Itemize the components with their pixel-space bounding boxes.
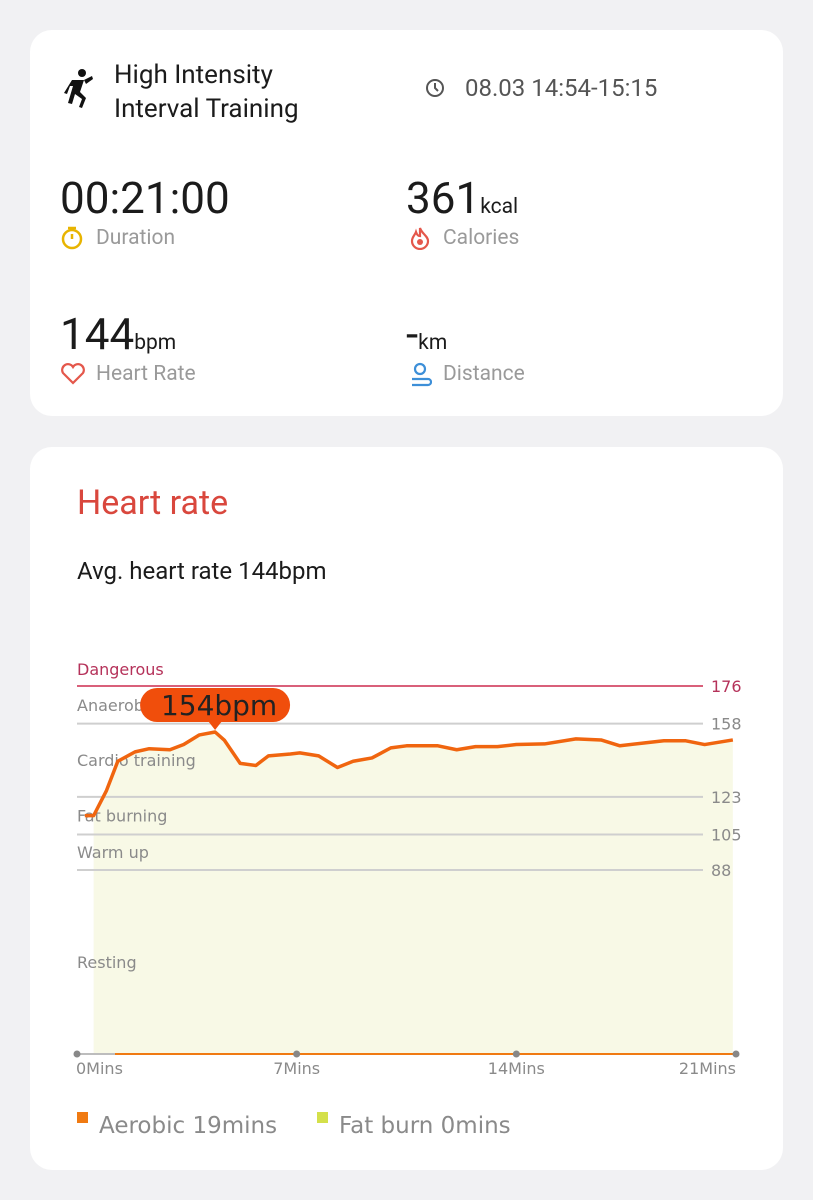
stat-value: -	[406, 308, 419, 360]
zone-label: Fat burning	[77, 807, 167, 826]
summary-card: High Intensity Interval Training 08.03 1…	[30, 30, 783, 416]
fire-icon	[410, 227, 430, 250]
zone-label: Resting	[77, 953, 137, 972]
y-tick-label: 105	[711, 825, 742, 844]
x-tick-label: 7Mins	[273, 1059, 320, 1078]
clock-icon	[426, 79, 444, 97]
x-tick	[512, 1050, 520, 1058]
stat-label: Calories	[443, 226, 520, 250]
x-tick-label: 0Mins	[76, 1059, 123, 1078]
stat-label: Distance	[443, 362, 525, 386]
legend-swatch	[317, 1112, 328, 1123]
stat: 00:21:00	[60, 176, 230, 220]
timer-icon	[61, 226, 83, 250]
legend-label: Fat burn 0mins	[339, 1113, 511, 1139]
annotation-bubble	[140, 688, 291, 722]
stat: 144bpm	[60, 312, 176, 356]
zone-label: Cardio training	[77, 751, 196, 770]
run-icon	[64, 69, 93, 108]
zone-label: Anaerobic	[77, 696, 157, 715]
x-tick-label: 14Mins	[488, 1059, 545, 1078]
distance-icon	[412, 362, 432, 387]
stat: 361kcal	[406, 176, 518, 220]
stat-value: 361	[406, 172, 481, 224]
zone-label: Warm up	[77, 843, 149, 862]
workout-time: 08.03 14:54-15:15	[465, 74, 658, 102]
y-tick-label: 158	[711, 715, 742, 734]
annotation-pointer	[208, 721, 223, 730]
x-tick	[732, 1050, 740, 1058]
stat: -km	[406, 312, 447, 356]
x-tick-label: 21Mins	[679, 1059, 736, 1078]
card-subtitle: Avg. heart rate 144bpm	[77, 557, 327, 585]
heart-icon	[61, 363, 85, 385]
stat-unit: bpm	[134, 331, 177, 355]
stat-unit: kcal	[480, 195, 519, 219]
y-tick-label: 176	[711, 677, 742, 696]
y-tick-label: 123	[711, 788, 742, 807]
annotation-label: 154bpm	[161, 689, 277, 722]
peak-annotation: 154bpm	[140, 688, 291, 730]
stat-label: Heart Rate	[96, 362, 196, 386]
stat-label: Duration	[96, 226, 176, 250]
x-tick	[73, 1050, 81, 1058]
x-tick	[293, 1050, 301, 1058]
zone-label: Dangerous	[77, 660, 164, 679]
stat-value: 144	[60, 308, 135, 360]
legend-label: Aerobic 19mins	[99, 1113, 277, 1139]
workout-title: High Intensity Interval Training	[114, 60, 299, 124]
legend-swatch	[77, 1112, 88, 1123]
stat-value: 00:21:00	[60, 172, 230, 224]
y-tick-label: 88	[711, 861, 731, 880]
heart-rate-line	[84, 730, 734, 818]
card-title: Heart rate	[77, 483, 229, 523]
stat-unit: km	[418, 331, 448, 355]
area-fill	[93, 732, 733, 1054]
